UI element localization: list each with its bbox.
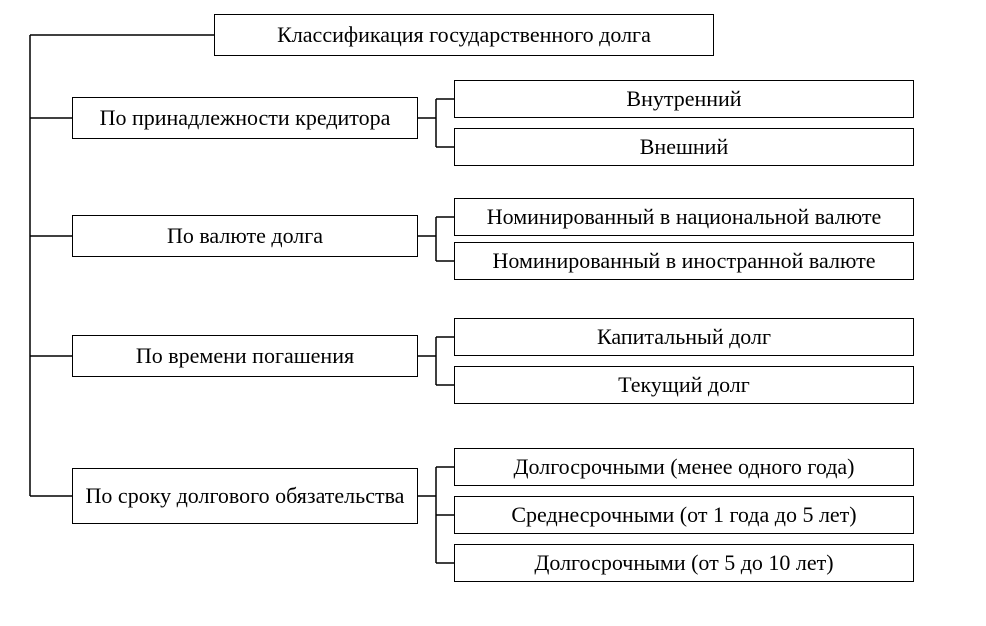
leaf-node-2-1: Текущий долг xyxy=(454,366,914,404)
leaf-node-0-0: Внутренний xyxy=(454,80,914,118)
category-node-3: По сроку долгового обязательства xyxy=(72,468,418,524)
leaf-node-3-2: Долгосрочными (от 5 до 10 лет) xyxy=(454,544,914,582)
category-node-0: По принадлежности кредитора xyxy=(72,97,418,139)
leaf-node-3-1: Среднесрочными (от 1 года до 5 лет) xyxy=(454,496,914,534)
leaf-node-0-1: Внешний xyxy=(454,128,914,166)
leaf-node-2-0: Капитальный долг xyxy=(454,318,914,356)
leaf-node-1-0: Номинированный в национальной валюте xyxy=(454,198,914,236)
leaf-node-1-1: Номинированный в иностранной валюте xyxy=(454,242,914,280)
root-node: Классификация государственного долга xyxy=(214,14,714,56)
category-node-1: По валюте долга xyxy=(72,215,418,257)
category-node-2: По времени погашения xyxy=(72,335,418,377)
leaf-node-3-0: Долгосрочными (менее одного года) xyxy=(454,448,914,486)
